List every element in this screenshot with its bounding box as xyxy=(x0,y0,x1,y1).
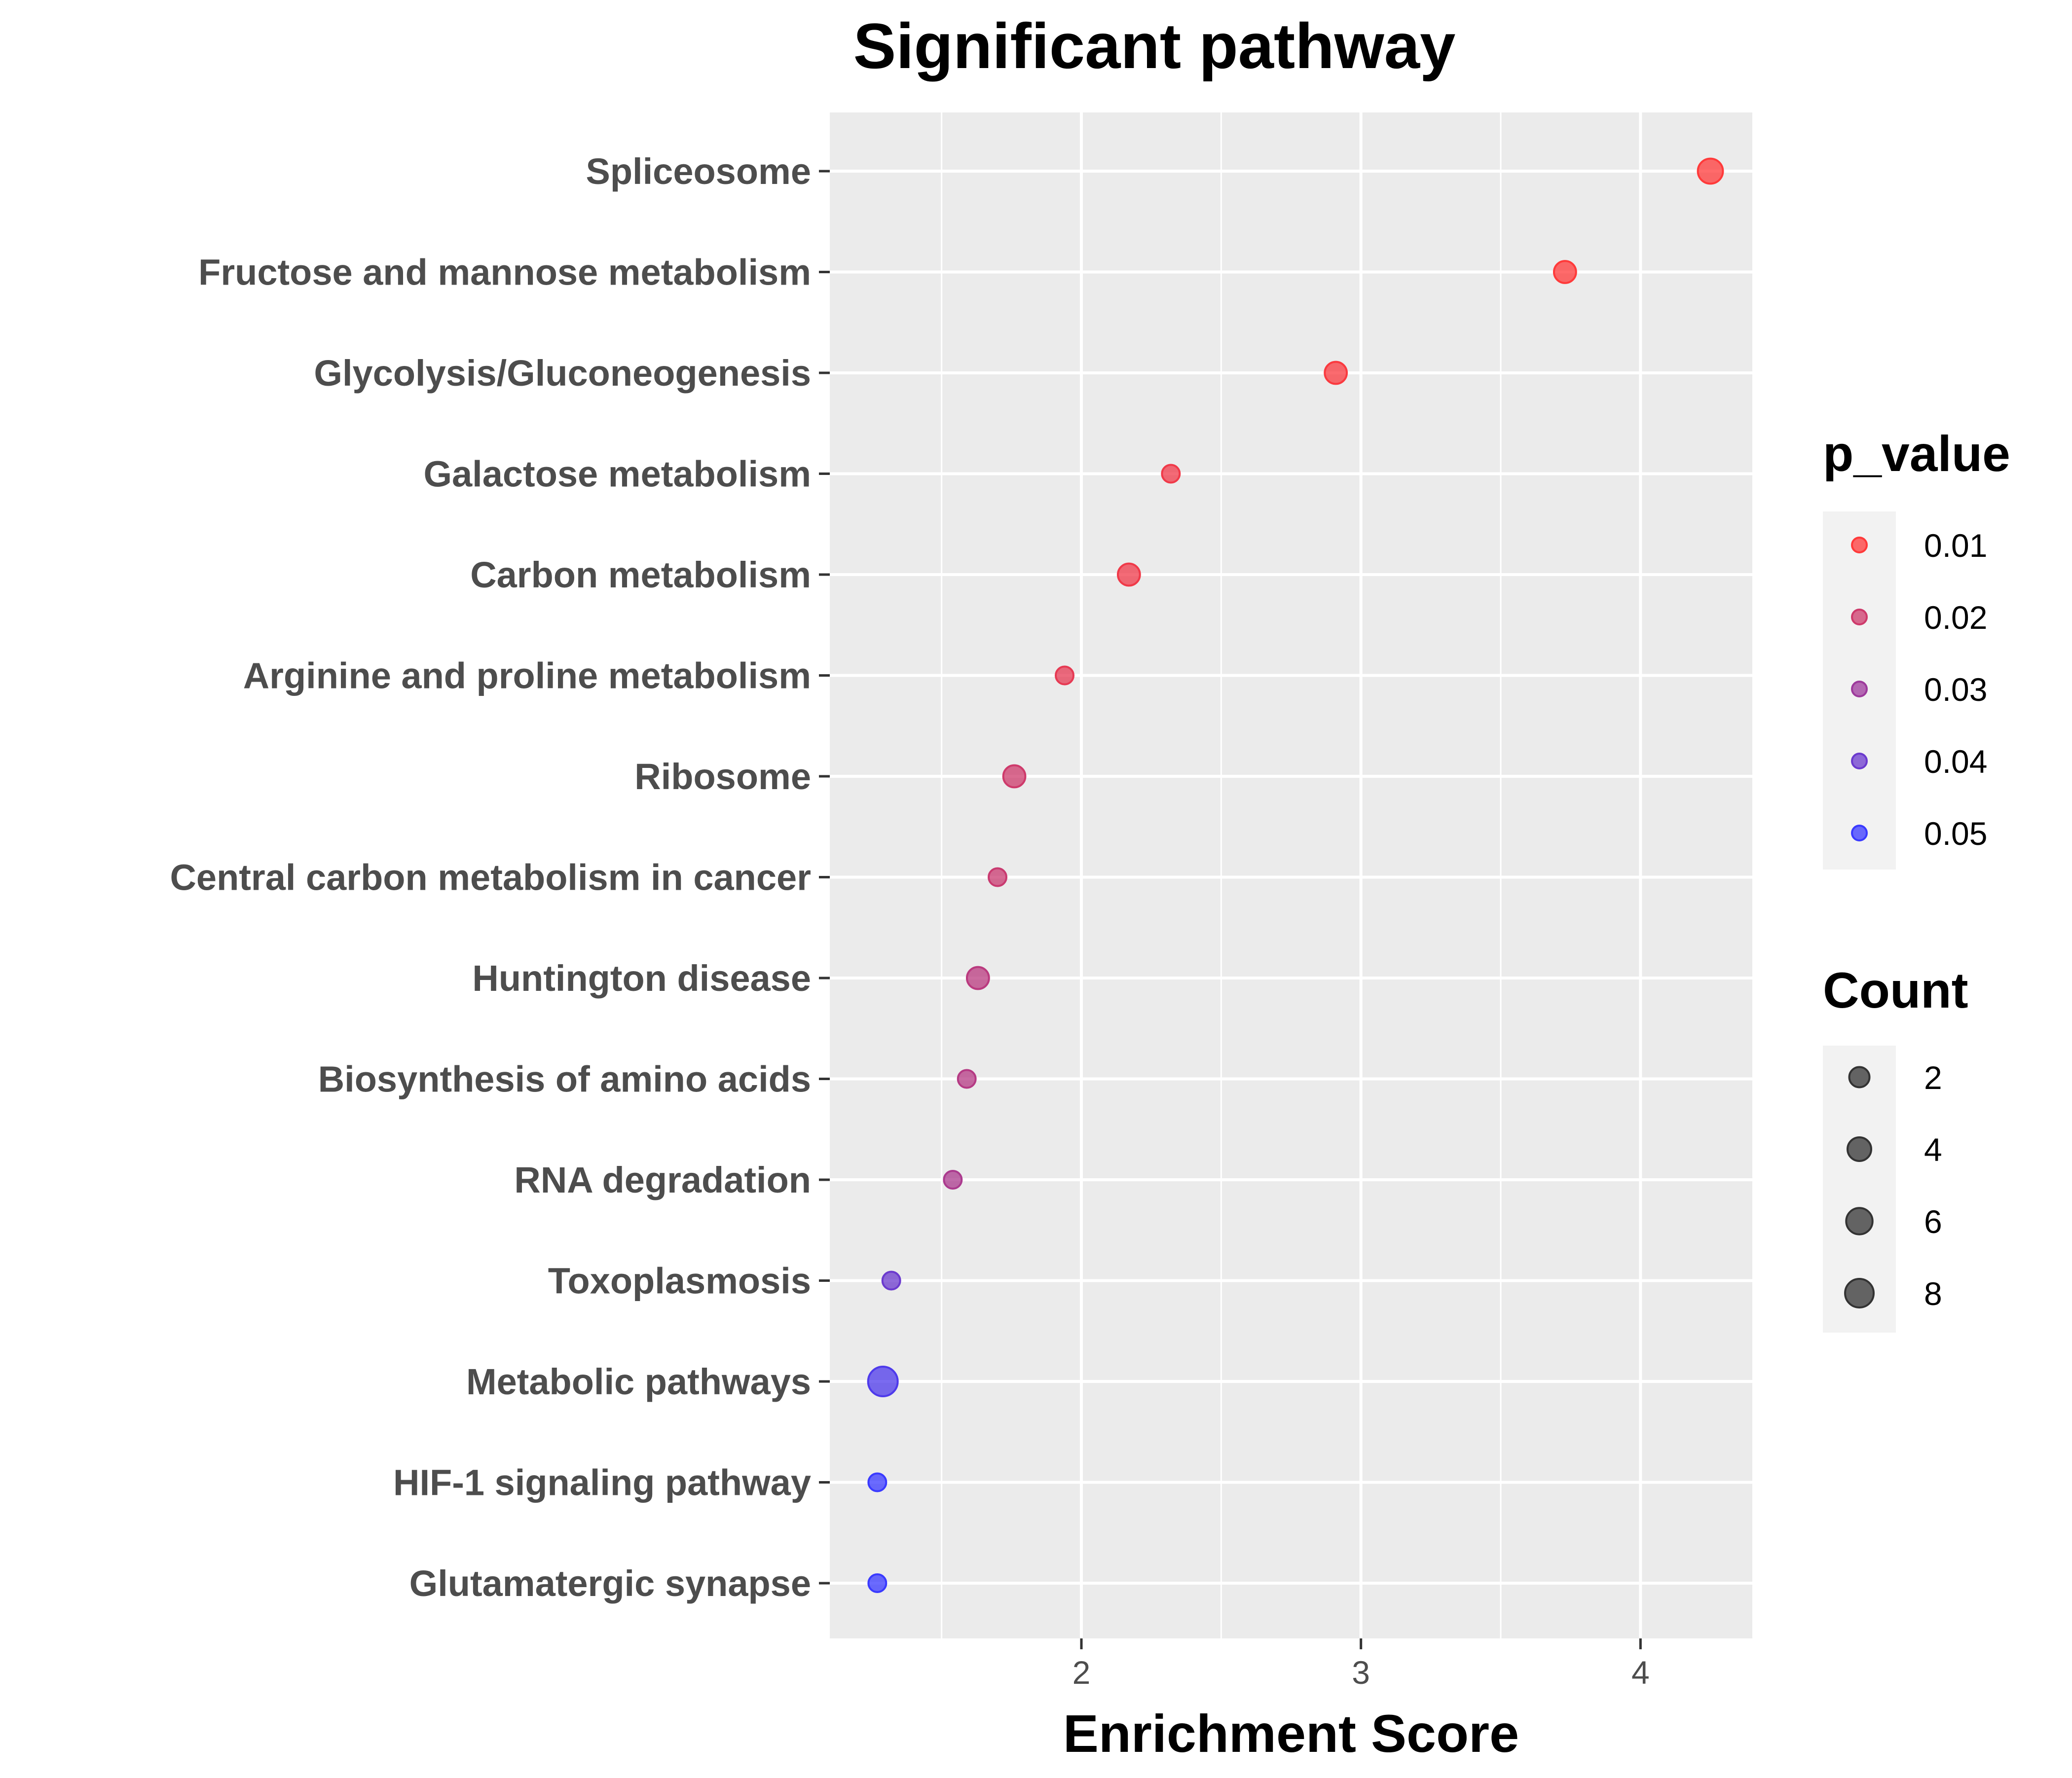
data-point xyxy=(943,1170,963,1190)
x-axis-label: Enrichment Score xyxy=(1063,1704,1519,1763)
y-tick-label: Biosynthesis of amino acids xyxy=(318,1059,811,1100)
data-point xyxy=(1324,361,1348,385)
data-point xyxy=(881,1270,901,1291)
count-legend-title: Count xyxy=(1823,962,1968,1018)
data-point xyxy=(867,1366,899,1397)
data-point xyxy=(1553,260,1577,284)
x-tick-label: 4 xyxy=(1631,1654,1650,1691)
p-value-legend-title: p_value xyxy=(1823,426,2010,482)
data-point xyxy=(1002,764,1027,789)
count-legend: Count 2 4 6 8 xyxy=(1823,962,1968,1333)
p-value-legend: p_value 0.01 0.02 0.03 0.04 0.05 xyxy=(1823,426,2010,870)
y-tick-label: Galactose metabolism xyxy=(423,454,811,495)
x-tick-label: 3 xyxy=(1352,1654,1370,1691)
data-point xyxy=(867,1573,888,1593)
data-point xyxy=(867,1472,888,1492)
count-legend-key xyxy=(1845,1207,1874,1235)
data-point xyxy=(965,966,990,990)
y-tick-label: Spliceosome xyxy=(586,151,811,192)
data-points xyxy=(867,157,1724,1593)
p-value-legend-key xyxy=(1851,609,1868,625)
y-tick-label: Central carbon metabolism in cancer xyxy=(170,857,811,898)
data-point xyxy=(1116,562,1141,587)
p-value-legend-key xyxy=(1851,825,1868,841)
p-value-legend-label: 0.05 xyxy=(1924,815,1987,852)
data-point xyxy=(957,1069,977,1089)
y-axis: Spliceosome Fructose and mannose metaboli… xyxy=(170,151,830,1604)
p-value-legend-label: 0.03 xyxy=(1924,671,1987,708)
count-legend-label: 4 xyxy=(1924,1131,1942,1168)
y-tick-label: Glutamatergic synapse xyxy=(409,1563,811,1604)
x-axis: 2 3 4 xyxy=(1073,1638,1650,1691)
y-tick-label: Ribosome xyxy=(634,756,811,797)
p-value-legend-label: 0.01 xyxy=(1924,527,1987,564)
count-legend-key xyxy=(1844,1278,1875,1308)
data-point xyxy=(988,867,1007,887)
y-tick-label: Metabolic pathways xyxy=(466,1361,811,1402)
plot-panel xyxy=(830,112,1752,1638)
p-value-legend-key xyxy=(1851,537,1868,553)
x-tick-label: 2 xyxy=(1073,1654,1091,1691)
count-legend-label: 8 xyxy=(1924,1275,1942,1312)
p-value-legend-label: 0.04 xyxy=(1924,743,1987,780)
data-point xyxy=(1161,464,1181,484)
count-legend-key xyxy=(1847,1136,1872,1162)
data-point xyxy=(1697,157,1724,185)
count-legend-label: 2 xyxy=(1924,1059,1942,1096)
p-value-legend-key xyxy=(1851,753,1868,769)
p-value-legend-label: 0.02 xyxy=(1924,599,1987,636)
count-legend-key xyxy=(1848,1066,1871,1089)
p-value-legend-key xyxy=(1851,681,1868,697)
y-tick-label: Carbon metabolism xyxy=(470,554,811,595)
y-tick-label: Toxoplasmosis xyxy=(548,1261,811,1302)
y-tick-label: Arginine and proline metabolism xyxy=(243,655,811,696)
major-gridlines xyxy=(830,112,1752,1638)
y-tick-label: HIF-1 signaling pathway xyxy=(393,1462,811,1503)
y-tick-label: Fructose and mannose metabolism xyxy=(198,252,811,293)
y-tick-label: Glycolysis/Gluconeogenesis xyxy=(314,353,811,394)
y-tick-label: RNA degradation xyxy=(514,1160,811,1200)
count-legend-label: 6 xyxy=(1924,1203,1942,1240)
chart-title: Significant pathway xyxy=(853,10,1456,82)
y-tick-label: Huntington disease xyxy=(472,958,811,999)
minor-gridlines xyxy=(941,112,1502,1638)
data-point xyxy=(1055,665,1074,686)
